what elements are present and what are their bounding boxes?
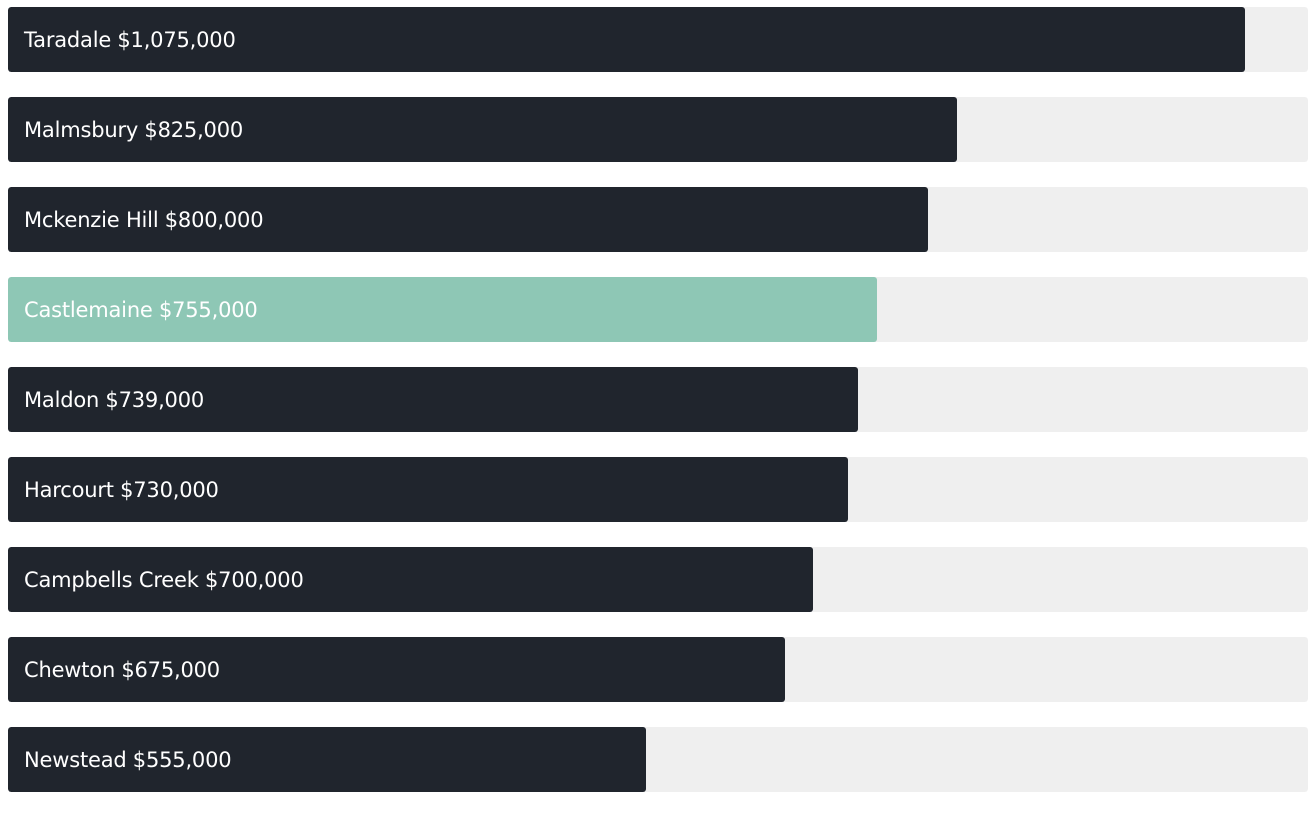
bar-row: Malmsbury $825,000: [8, 97, 1308, 162]
category-label: Castlemaine: [24, 297, 153, 322]
value-label: $700,000: [205, 567, 304, 592]
bar-chart: Taradale $1,075,000 Malmsbury $825,000 Mcken…: [8, 7, 1308, 817]
category-label: Malmsbury: [24, 117, 139, 142]
bar: [8, 457, 848, 522]
value-label: $1,075,000: [117, 27, 236, 52]
value-label: $730,000: [120, 477, 219, 502]
bar: [8, 7, 1245, 72]
bar-label: Campbells Creek $700,000: [24, 547, 304, 612]
category-label: Mckenzie Hill: [24, 207, 159, 232]
bar-label: Castlemaine $755,000: [24, 277, 258, 342]
category-label: Newstead: [24, 747, 127, 772]
value-label: $675,000: [121, 657, 220, 682]
bar: [8, 367, 858, 432]
category-label: Taradale: [24, 27, 112, 52]
bar: [8, 727, 646, 792]
bar-row: Castlemaine $755,000: [8, 277, 1308, 342]
bar-row: Taradale $1,075,000: [8, 7, 1308, 72]
category-label: Chewton: [24, 657, 116, 682]
value-label: $825,000: [144, 117, 244, 142]
bar-row: Harcourt $730,000: [8, 457, 1308, 522]
bar: [8, 637, 785, 702]
bar-row: Chewton $675,000: [8, 637, 1308, 702]
bar-row: Maldon $739,000: [8, 367, 1308, 432]
bar-label: Chewton $675,000: [24, 637, 220, 702]
bar-label: Mckenzie Hill $800,000: [24, 187, 264, 252]
bar-label: Newstead $555,000: [24, 727, 232, 792]
bar-row: Newstead $555,000: [8, 727, 1308, 792]
bar: [8, 547, 813, 612]
value-label: $555,000: [132, 747, 232, 772]
category-label: Campbells Creek: [24, 567, 199, 592]
bar-label: Maldon $739,000: [24, 367, 204, 432]
bar: [8, 277, 877, 342]
value-label: $800,000: [164, 207, 264, 232]
bar: [8, 187, 928, 252]
bar-label: Taradale $1,075,000: [24, 7, 236, 72]
bar-label: Harcourt $730,000: [24, 457, 219, 522]
bar: [8, 97, 957, 162]
bar-row: Campbells Creek $700,000: [8, 547, 1308, 612]
bar-row: Mckenzie Hill $800,000: [8, 187, 1308, 252]
category-label: Harcourt: [24, 477, 114, 502]
value-label: $739,000: [105, 387, 205, 412]
value-label: $755,000: [158, 297, 258, 322]
category-label: Maldon: [24, 387, 100, 412]
bar-label: Malmsbury $825,000: [24, 97, 243, 162]
